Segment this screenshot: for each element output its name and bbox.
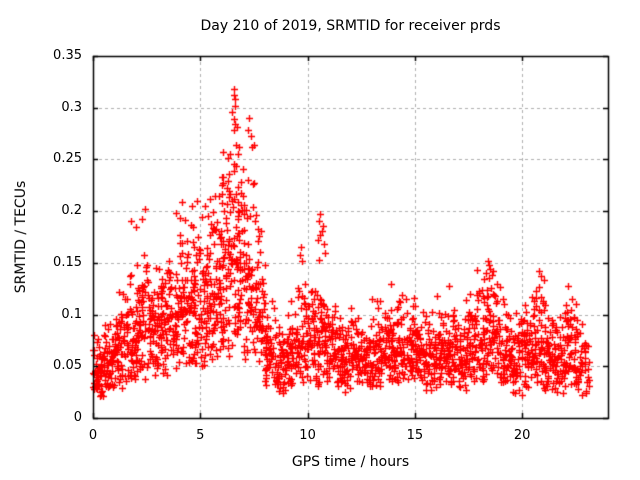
y-tick-label: 0.05	[53, 358, 82, 374]
x-tick-label: 0	[88, 428, 98, 443]
y-tick-label: 0.3	[61, 99, 82, 115]
chart-title: Day 210 of 2019, SRMTID for receiver prd…	[200, 18, 501, 34]
y-tick-label: 0	[73, 410, 82, 425]
y-tick-label: 0.2	[61, 203, 82, 219]
x-tick-label: 5	[196, 428, 205, 443]
x-axis-label: GPS time / hours	[291, 454, 410, 470]
y-tick-label: 0.1	[61, 306, 82, 322]
y-tick-label: 0.35	[53, 48, 82, 63]
x-tick-label: 15	[406, 428, 424, 443]
y-tick-label: 0.25	[53, 151, 82, 167]
x-tick-label: 20	[513, 428, 531, 443]
x-tick-label: 10	[299, 428, 316, 443]
y-axis-label: SRMTID / TECUs	[13, 180, 29, 294]
y-tick-label: 0.15	[53, 254, 82, 270]
